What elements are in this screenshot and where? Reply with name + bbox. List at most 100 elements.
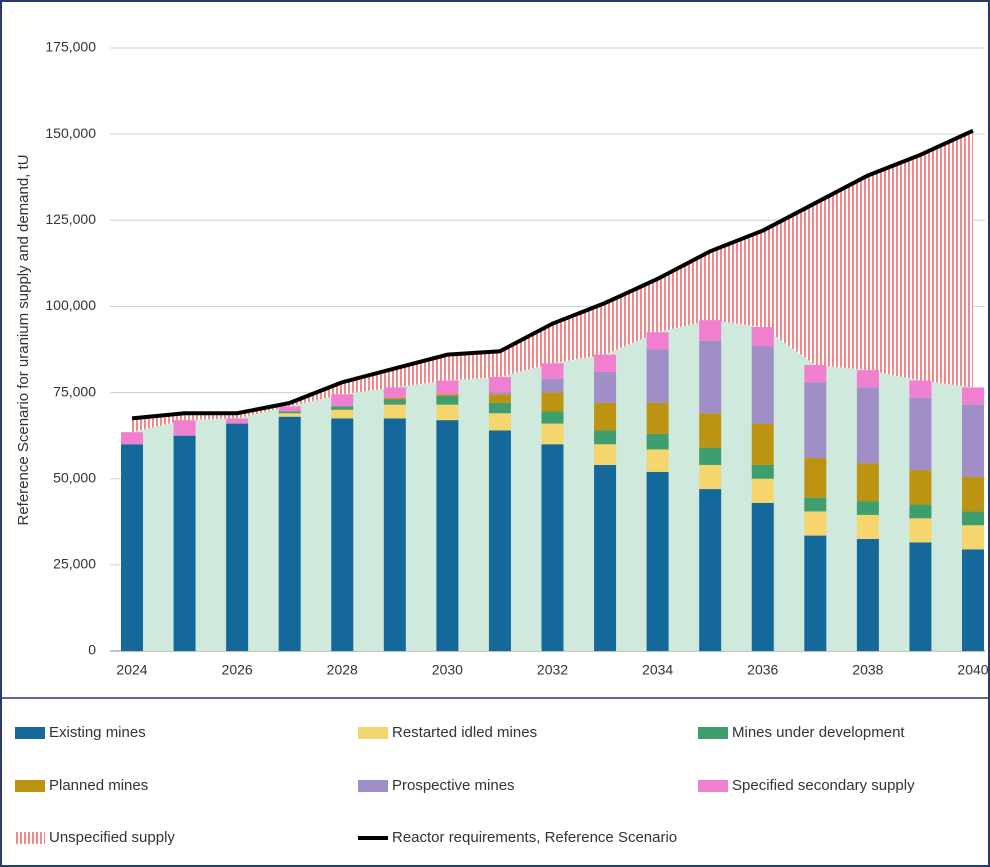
bar-segment [436, 396, 459, 405]
bar-segment [541, 411, 564, 424]
y-tick-label: 125,000 [45, 211, 96, 227]
bar-segment [383, 404, 406, 419]
legend-label: Prospective mines [392, 777, 515, 794]
bar-segment [856, 463, 879, 502]
x-tick-label: 2032 [537, 662, 568, 678]
legend-label: Mines under development [732, 724, 905, 741]
bar-segment [804, 365, 827, 383]
bar-segment [646, 449, 669, 472]
bar-segment [278, 411, 301, 414]
x-tick-label: 2038 [852, 662, 883, 678]
bar-segment [646, 349, 669, 403]
bar-segment [751, 346, 774, 424]
legend-label: Specified secondary supply [732, 777, 915, 794]
bar-segment [278, 416, 301, 651]
bar-segment [541, 392, 564, 412]
bar-segment [804, 497, 827, 512]
bar-segment [331, 418, 354, 651]
x-tick-label: 2030 [432, 662, 463, 678]
bar-segment [173, 420, 196, 436]
bar-segment [594, 371, 617, 403]
bar-segment [646, 433, 669, 450]
bar-segment [909, 518, 932, 543]
bar-segment [699, 413, 722, 448]
bar-segment [121, 432, 143, 445]
legend-label: Restarted idled mines [392, 724, 537, 741]
bar-segment [962, 511, 984, 526]
bar-segment [804, 511, 827, 536]
y-tick-label: 100,000 [45, 297, 96, 313]
legend-swatch [698, 780, 728, 792]
bar-segment [331, 409, 354, 419]
bar-segment [436, 394, 459, 397]
legend-swatch [15, 780, 45, 792]
bar-segment [856, 387, 879, 464]
bar-segment [856, 514, 879, 540]
bar-segment [436, 404, 459, 421]
bar-segment [699, 320, 722, 341]
bar-segment [436, 420, 459, 651]
bar-segment [594, 430, 617, 445]
bar-segment [488, 377, 511, 393]
bar-segment [488, 413, 511, 431]
y-tick-label: 75,000 [53, 383, 96, 399]
unspecified-supply-area [132, 130, 973, 433]
bar-segment [541, 378, 564, 393]
bar-segment [541, 444, 564, 651]
bar-segment [909, 397, 932, 471]
bar-segment [594, 354, 617, 372]
bar-segment [226, 423, 249, 651]
bar-segment [121, 444, 143, 651]
bar-segment [856, 370, 879, 388]
legend-label: Unspecified supply [49, 829, 175, 846]
bar-segment [751, 478, 774, 503]
bar-segment [436, 380, 459, 395]
bar-segment [699, 464, 722, 490]
bar-segment [278, 413, 301, 417]
bar-segment [278, 406, 301, 412]
bar-segment [699, 447, 722, 465]
bar-segment [909, 470, 932, 505]
y-tick-label: 50,000 [53, 469, 96, 485]
bar-segment [751, 502, 774, 651]
bar-segment [751, 464, 774, 479]
y-axis-title: Reference Scenario for uranium supply an… [15, 154, 32, 525]
bar-segment [226, 418, 249, 424]
bar-segment [594, 402, 617, 431]
bar-segment [331, 394, 354, 407]
x-tick-label: 2024 [116, 662, 147, 678]
bar-segment [383, 397, 406, 400]
requirement-line [131, 128, 974, 421]
legend-swatch [698, 727, 728, 739]
x-tick-label: 2026 [222, 662, 253, 678]
legend-swatch [358, 727, 388, 739]
bar-segment [383, 418, 406, 651]
legend-swatch [15, 727, 45, 739]
bar-segment [699, 340, 722, 414]
bar-segment [962, 387, 984, 405]
bar-segment [804, 382, 827, 459]
bar-segment [594, 464, 617, 651]
x-tick-label: 2028 [327, 662, 358, 678]
bar-segment [331, 406, 354, 410]
bar-segment [909, 380, 932, 398]
bar-segment [962, 525, 984, 550]
bar-segment [383, 399, 406, 405]
x-tick-label: 2036 [747, 662, 778, 678]
bar-segment [804, 458, 827, 498]
bar-segment [541, 363, 564, 379]
bar-segment [488, 392, 511, 395]
bar-segment [699, 489, 722, 651]
y-tick-label: 150,000 [45, 125, 96, 141]
legend-label: Planned mines [49, 777, 148, 794]
legend-label: Existing mines [49, 724, 146, 741]
bar-segment [646, 402, 669, 434]
y-tick-label: 175,000 [45, 39, 96, 55]
bar-segment [962, 549, 984, 651]
x-tick-label: 2040 [957, 662, 988, 678]
y-tick-label: 0 [88, 642, 96, 658]
bar-segment [594, 444, 617, 465]
bar-segment [488, 402, 511, 414]
